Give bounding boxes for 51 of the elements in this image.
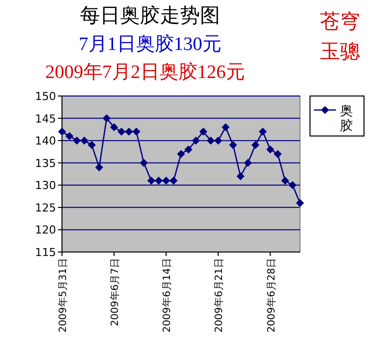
point bbox=[140, 158, 148, 167]
point bbox=[184, 145, 192, 154]
point bbox=[266, 145, 274, 154]
x-tick-label: 2009年6月28日 bbox=[265, 258, 278, 333]
point bbox=[154, 176, 163, 185]
point bbox=[177, 150, 185, 158]
point bbox=[296, 198, 304, 207]
y-tick-label: 135 bbox=[35, 156, 56, 170]
point bbox=[132, 128, 140, 136]
point bbox=[258, 128, 267, 136]
chart-subtitle: 7月1日奥胶130元 bbox=[78, 33, 222, 55]
point bbox=[229, 141, 238, 150]
y-tick-label: 120 bbox=[35, 224, 56, 237]
point bbox=[222, 123, 230, 132]
point bbox=[80, 136, 88, 145]
x-tick-label: 2009年6月14日 bbox=[161, 258, 174, 333]
point bbox=[124, 128, 133, 136]
point bbox=[58, 128, 66, 136]
point bbox=[110, 123, 118, 132]
point bbox=[206, 136, 215, 145]
x-tick-label: 2009年5月31日 bbox=[57, 258, 69, 333]
point bbox=[251, 141, 260, 150]
legend-label: 奥胶 bbox=[340, 103, 353, 133]
x-tick-label: 2009年6月21日 bbox=[213, 258, 226, 333]
text: 苍穹玉骢 bbox=[320, 11, 360, 63]
point bbox=[88, 141, 96, 150]
y-tick-label: 130 bbox=[35, 179, 56, 192]
point bbox=[236, 172, 244, 180]
point bbox=[199, 128, 208, 136]
y-tick-label: 115 bbox=[35, 246, 56, 259]
x-tick-label: 2009年6月7日 bbox=[109, 258, 122, 326]
point bbox=[118, 128, 126, 136]
chart-title: 每日奥胶走势图 bbox=[80, 5, 220, 27]
point bbox=[281, 176, 290, 185]
point bbox=[65, 132, 74, 140]
point bbox=[244, 158, 252, 167]
point bbox=[72, 136, 81, 145]
point bbox=[102, 114, 111, 122]
point bbox=[274, 150, 282, 158]
y-tick-label: 140 bbox=[35, 134, 56, 148]
point bbox=[192, 136, 200, 145]
y-tick-label: 150 bbox=[35, 90, 56, 103]
point bbox=[162, 176, 170, 185]
point bbox=[95, 163, 104, 172]
text: 2009年7月2日奥胶126元 bbox=[45, 61, 245, 83]
point bbox=[170, 176, 178, 185]
y-tick-label: 145 bbox=[35, 112, 56, 126]
point bbox=[147, 176, 156, 185]
point bbox=[288, 181, 297, 190]
y-tick-label: 125 bbox=[35, 201, 56, 214]
point bbox=[214, 136, 222, 145]
